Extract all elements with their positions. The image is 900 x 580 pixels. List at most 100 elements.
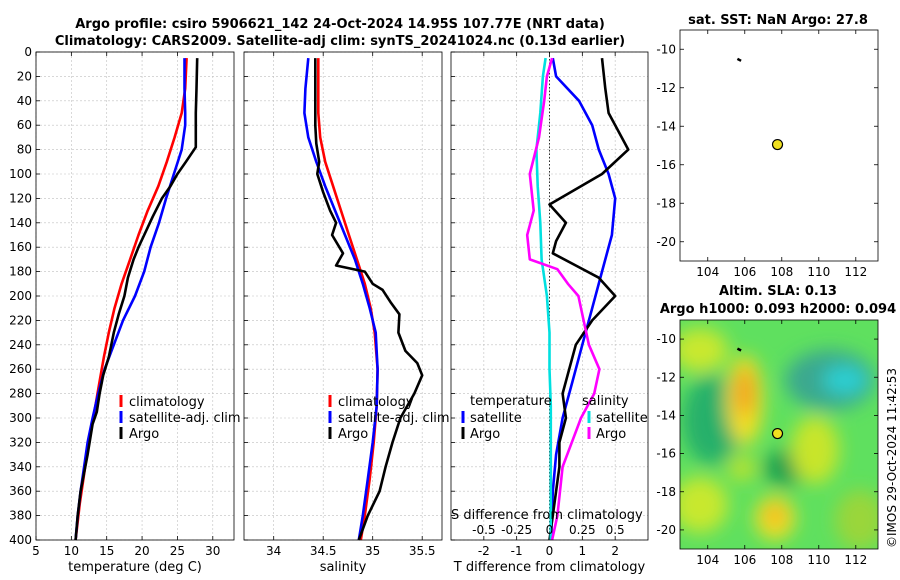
y-tick-label: -20: [656, 235, 676, 249]
y-tick-label: -14: [656, 119, 676, 133]
y-tick-label: -16: [656, 158, 676, 172]
x-tick-label: 25: [170, 544, 185, 558]
legend-label-t-satellite: satellite: [470, 411, 522, 426]
series-line-s-satellite: [535, 57, 553, 540]
x-tick-label: 110: [807, 553, 830, 567]
y-tick-label: 200: [9, 289, 32, 303]
y-tick-label: 240: [9, 338, 32, 352]
map-frame: [679, 319, 879, 550]
figure-title-line1: Argo profile: csiro 5906621_142 24-Oct-2…: [75, 17, 605, 32]
sst-map-title: sat. SST: NaN Argo: 27.8: [688, 13, 868, 28]
temperature-legend: climatology satellite-adj. clim Argo: [119, 395, 241, 442]
x-tick-label: 20: [134, 544, 149, 558]
y-tick-label: -18: [656, 485, 676, 499]
x-tick-label: 35: [365, 544, 380, 558]
y-tick-label: 360: [9, 484, 32, 498]
y-tick-label: -20: [656, 523, 676, 537]
plot-frame: [35, 51, 235, 541]
legend-label-argo: Argo: [338, 427, 368, 442]
y-tick-label: 60: [17, 118, 32, 132]
series-line-t-satellite: [549, 57, 617, 541]
x2-tick-label: 0.25: [569, 523, 596, 537]
legend-label-satellite-adj: satellite-adj. clim: [338, 411, 450, 426]
sst-map-panel: sat. SST: NaN Argo: 27.8 104 106 108 110 112…: [656, 13, 879, 279]
y-tick-label: -18: [656, 196, 676, 210]
series-line-climatology: [74, 58, 188, 541]
x2-tick-label: -0.25: [501, 523, 532, 537]
y-tick-label: -16: [656, 447, 676, 461]
series-line-t-argo: [548, 57, 630, 541]
x-tick-label: 30: [205, 544, 220, 558]
difference-panel: -2 -1 0 1 2 T difference from climatology -0.5…: [450, 51, 649, 575]
x-tick-label: 34.5: [310, 544, 337, 558]
salinity-panel: 34 34.5 35 35.5 salinity: [243, 51, 443, 575]
temperature-panel: 5 10 15 20 25 3002040608010012014016018020022…: [9, 45, 235, 575]
x-tick-label: 34: [266, 544, 281, 558]
y-tick-label: -10: [656, 42, 676, 56]
difference-legend: temperature satellite Argo salinity sate…: [461, 394, 648, 442]
y-tick-label: 160: [9, 240, 32, 254]
legend-title-temperature: temperature: [470, 394, 552, 409]
y-tick-label: 80: [17, 143, 32, 157]
y-tick-label: -14: [656, 408, 676, 422]
x-tick-label: 108: [770, 265, 793, 279]
x-tick-label: 104: [696, 553, 719, 567]
x-tick-label: 10: [64, 544, 79, 558]
x-axis-label: temperature (deg C): [68, 560, 202, 575]
legend-label-argo: Argo: [129, 427, 159, 442]
y-tick-label: 20: [17, 69, 32, 83]
map-frame: [679, 29, 879, 262]
series-line-argo: [74, 58, 199, 541]
sla-map-title-line1: Altim. SLA: 0.13: [719, 284, 837, 299]
legend-label-t-argo: Argo: [470, 427, 500, 442]
y-tick-label: 100: [9, 167, 32, 181]
difference-top-axis-label: S difference from climatology: [451, 508, 643, 523]
legend-label-climatology: climatology: [129, 395, 205, 410]
x-tick-label: 0: [546, 544, 554, 558]
x-axis-label: salinity: [320, 560, 367, 575]
imos-watermark: ©IMOS 29-Oct-2024 11:42:53: [885, 368, 899, 548]
y-tick-label: 0: [24, 45, 32, 59]
x-tick-label: -1: [511, 544, 523, 558]
y-tick-label: 400: [9, 533, 32, 547]
y-tick-label: 320: [9, 435, 32, 449]
argo-position-marker: [771, 138, 784, 151]
y-tick-label: 380: [9, 509, 32, 523]
y-tick-label: 120: [9, 191, 32, 205]
float-track: [736, 347, 742, 352]
x2-tick-label: 0: [546, 523, 554, 537]
x2-tick-label: 0.5: [606, 523, 625, 537]
legend-label-climatology: climatology: [338, 395, 414, 410]
legend-label-s-satellite: satellite: [596, 411, 648, 426]
y-tick-label: -12: [656, 370, 676, 384]
y-tick-label: 40: [17, 94, 32, 108]
y-tick-label: 260: [9, 362, 32, 376]
series-line-s-argo: [525, 57, 601, 541]
y-tick-label: 340: [9, 460, 32, 474]
x-tick-label: 112: [844, 553, 867, 567]
x-tick-label: 110: [807, 265, 830, 279]
series-line-argo: [313, 58, 424, 541]
y-tick-label: -12: [656, 81, 676, 95]
x-tick-label: 1: [579, 544, 587, 558]
x-axis-label: T difference from climatology: [453, 560, 646, 575]
x-tick-label: 106: [733, 265, 756, 279]
y-tick-label: 180: [9, 265, 32, 279]
plot-frame: [450, 51, 649, 541]
series-line-satellite-adj-clim: [74, 58, 187, 541]
y-tick-label: 300: [9, 411, 32, 425]
x-tick-label: -2: [478, 544, 490, 558]
y-tick-label: -10: [656, 332, 676, 346]
x-tick-label: 35.5: [409, 544, 436, 558]
sla-map-title-line2: Argo h1000: 0.093 h2000: 0.094: [660, 302, 896, 317]
sla-map-panel: Altim. SLA: 0.13 Argo h1000: 0.093 h2000…: [656, 284, 896, 567]
legend-title-salinity: salinity: [582, 394, 629, 409]
float-track: [736, 57, 742, 62]
x2-tick-label: -0.5: [472, 523, 495, 537]
argo-position-marker: [771, 427, 784, 440]
legend-label-s-argo: Argo: [596, 427, 626, 442]
figure-title-line2: Climatology: CARS2009. Satellite-adj cli…: [55, 34, 625, 49]
x-tick-label: 106: [733, 553, 756, 567]
x-tick-label: 5: [32, 544, 40, 558]
